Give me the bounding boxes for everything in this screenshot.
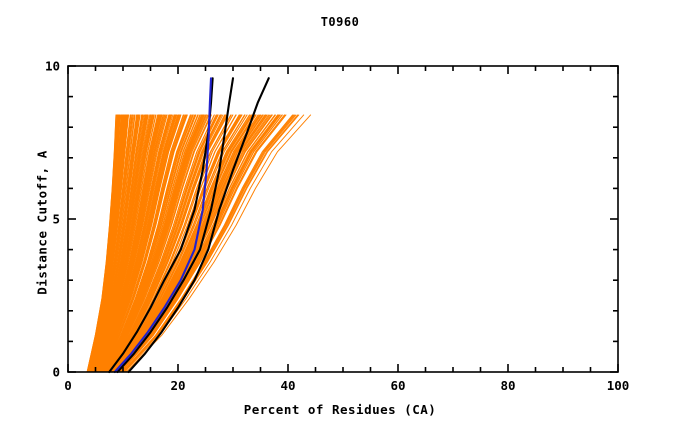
bundle-curve <box>88 114 127 373</box>
bundle-curve <box>104 114 209 373</box>
bundle-curve <box>91 114 144 373</box>
bundle-curve <box>107 114 222 373</box>
bundle-curve <box>98 114 176 373</box>
bundle-curve <box>119 114 283 373</box>
x-tick-label: 80 <box>500 378 516 393</box>
bundle-curve <box>122 114 299 373</box>
bundle-curve <box>125 114 312 373</box>
y-tick-label: 0 <box>52 364 60 380</box>
bundle-curve <box>101 114 193 373</box>
bundle-curve <box>102 114 197 373</box>
chart-title: T0960 <box>320 15 360 29</box>
bundle-curve <box>91 114 139 373</box>
highlight-curve-highlight-black-2 <box>116 77 235 374</box>
x-tick-label: 0 <box>64 378 72 393</box>
bundle-curve <box>96 114 166 373</box>
bundle-curve <box>88 114 124 373</box>
bundle-curve <box>95 114 162 373</box>
bundle-curve <box>118 114 279 373</box>
bundle-curve <box>90 114 136 373</box>
highlight-curve-highlight-black-3 <box>127 77 270 374</box>
x-tick-label: 60 <box>390 378 406 393</box>
bundle-curve <box>97 114 172 373</box>
bundle-curve <box>114 114 256 373</box>
bundle-curve <box>100 114 188 373</box>
y-tick-label: 10 <box>44 58 60 74</box>
y-axis-label: Distance Cutoff, A <box>34 150 50 295</box>
bundle-curve <box>93 114 152 373</box>
highlight-curves <box>108 77 270 374</box>
bundle-curve <box>112 114 245 373</box>
bundle-curve <box>107 114 224 373</box>
bundle-curve <box>102 114 199 373</box>
bundle-curve <box>106 114 217 373</box>
bundle-curve <box>100 114 187 373</box>
bundle-curve <box>104 114 205 373</box>
bundle-curve <box>95 114 160 373</box>
x-tick-label: 100 <box>606 378 630 393</box>
bundle-curve <box>103 114 203 373</box>
bundle-curve <box>99 114 181 373</box>
bundle-curve <box>106 114 215 373</box>
bundle-curve <box>101 114 191 373</box>
highlight-curve-highlight-blue <box>113 77 213 374</box>
bundle-curve <box>94 114 155 373</box>
x-axis-label: Percent of Residues (CA) <box>243 402 437 417</box>
bundle-curve <box>115 114 259 373</box>
bundle-curve <box>113 114 254 373</box>
bundle-curve <box>103 114 201 373</box>
x-tick-label: 40 <box>280 378 296 393</box>
bundle-curve <box>90 114 134 373</box>
y-tick-label: 5 <box>52 211 60 227</box>
bundle-curve <box>92 114 148 373</box>
bundle-curve <box>99 114 179 373</box>
bundle-curve <box>92 114 146 373</box>
bundle-curve <box>100 114 185 373</box>
bundle-curve <box>117 114 270 373</box>
bundle-curve <box>105 114 212 373</box>
bundle-curve <box>113 114 251 373</box>
bundle-curve <box>86 114 118 373</box>
x-tick-label: 20 <box>170 378 186 393</box>
orange-curve-bundle <box>86 114 312 373</box>
bundle-curve <box>87 114 120 373</box>
plot-axes <box>67 65 619 373</box>
bundle-curve <box>122 114 295 373</box>
